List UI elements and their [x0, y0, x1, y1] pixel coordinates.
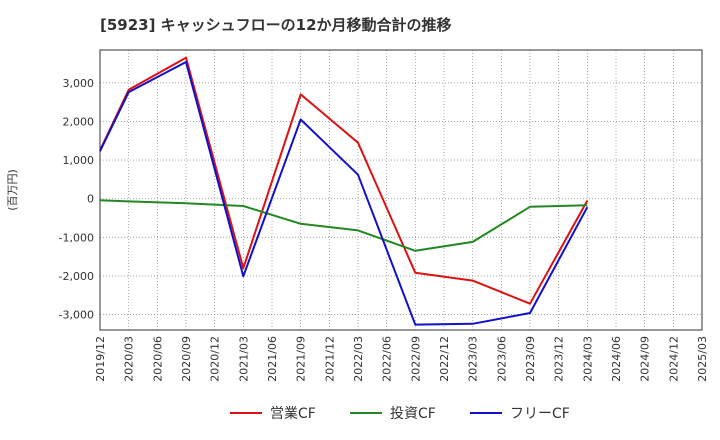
y-tick-label: -1,000: [59, 231, 94, 244]
x-tick-label: 2024/06: [610, 336, 623, 382]
y-tick-label: 3,000: [63, 77, 95, 90]
x-tick-label: 2023/09: [524, 336, 537, 382]
chart-title: [5923] キャッシュフローの12か月移動合計の推移: [100, 16, 452, 34]
series-line: [99, 199, 588, 252]
x-tick-label: 2023/03: [467, 336, 480, 382]
x-tick-label: 2021/03: [237, 336, 250, 382]
x-tick-label: 2021/12: [323, 336, 336, 382]
y-tick-label: 1,000: [63, 154, 95, 167]
series-line: [99, 61, 589, 326]
legend-label: 営業CF: [270, 406, 316, 422]
series-line: [99, 56, 589, 305]
legend-item: フリーCF: [470, 406, 570, 422]
x-tick-label: 2022/12: [438, 336, 451, 382]
y-tick-label: -3,000: [59, 309, 94, 322]
x-tick-label: 2024/03: [581, 336, 594, 382]
x-tick-label: 2024/09: [639, 336, 652, 382]
x-tick-label: 2025/03: [696, 336, 709, 382]
legend-label: 投資CF: [390, 406, 436, 422]
y-tick-label: 2,000: [63, 115, 95, 128]
x-tick-label: 2021/09: [295, 336, 308, 382]
y-tick-label: -2,000: [59, 270, 94, 283]
x-tick-label: 2020/12: [209, 336, 222, 382]
x-tick-label: 2022/03: [352, 336, 365, 382]
legend-item: 投資CF: [350, 406, 436, 422]
series-投資CF: [99, 199, 588, 252]
x-tick-label: 2020/06: [151, 336, 164, 382]
plot-frame: [99, 49, 703, 331]
x-tick-label: 2023/06: [495, 336, 508, 382]
legend-item: 営業CF: [230, 406, 316, 422]
x-tick-label: 2020/09: [180, 336, 193, 382]
x-tick-label: 2023/12: [553, 336, 566, 382]
plot-area: [100, 50, 702, 330]
y-axis-label: (百万円): [6, 169, 19, 211]
x-tick-label: 2022/09: [409, 336, 422, 382]
x-tick-label: 2024/12: [667, 336, 680, 382]
legend-label: フリーCF: [510, 406, 570, 422]
x-tick-label: 2021/06: [266, 336, 279, 382]
x-tick-label: 2022/06: [381, 336, 394, 382]
y-tick-label: 0: [87, 193, 94, 206]
x-tick-label: 2020/03: [123, 336, 136, 382]
x-tick-label: 2019/12: [94, 336, 107, 382]
series-フリーCF: [99, 61, 589, 326]
